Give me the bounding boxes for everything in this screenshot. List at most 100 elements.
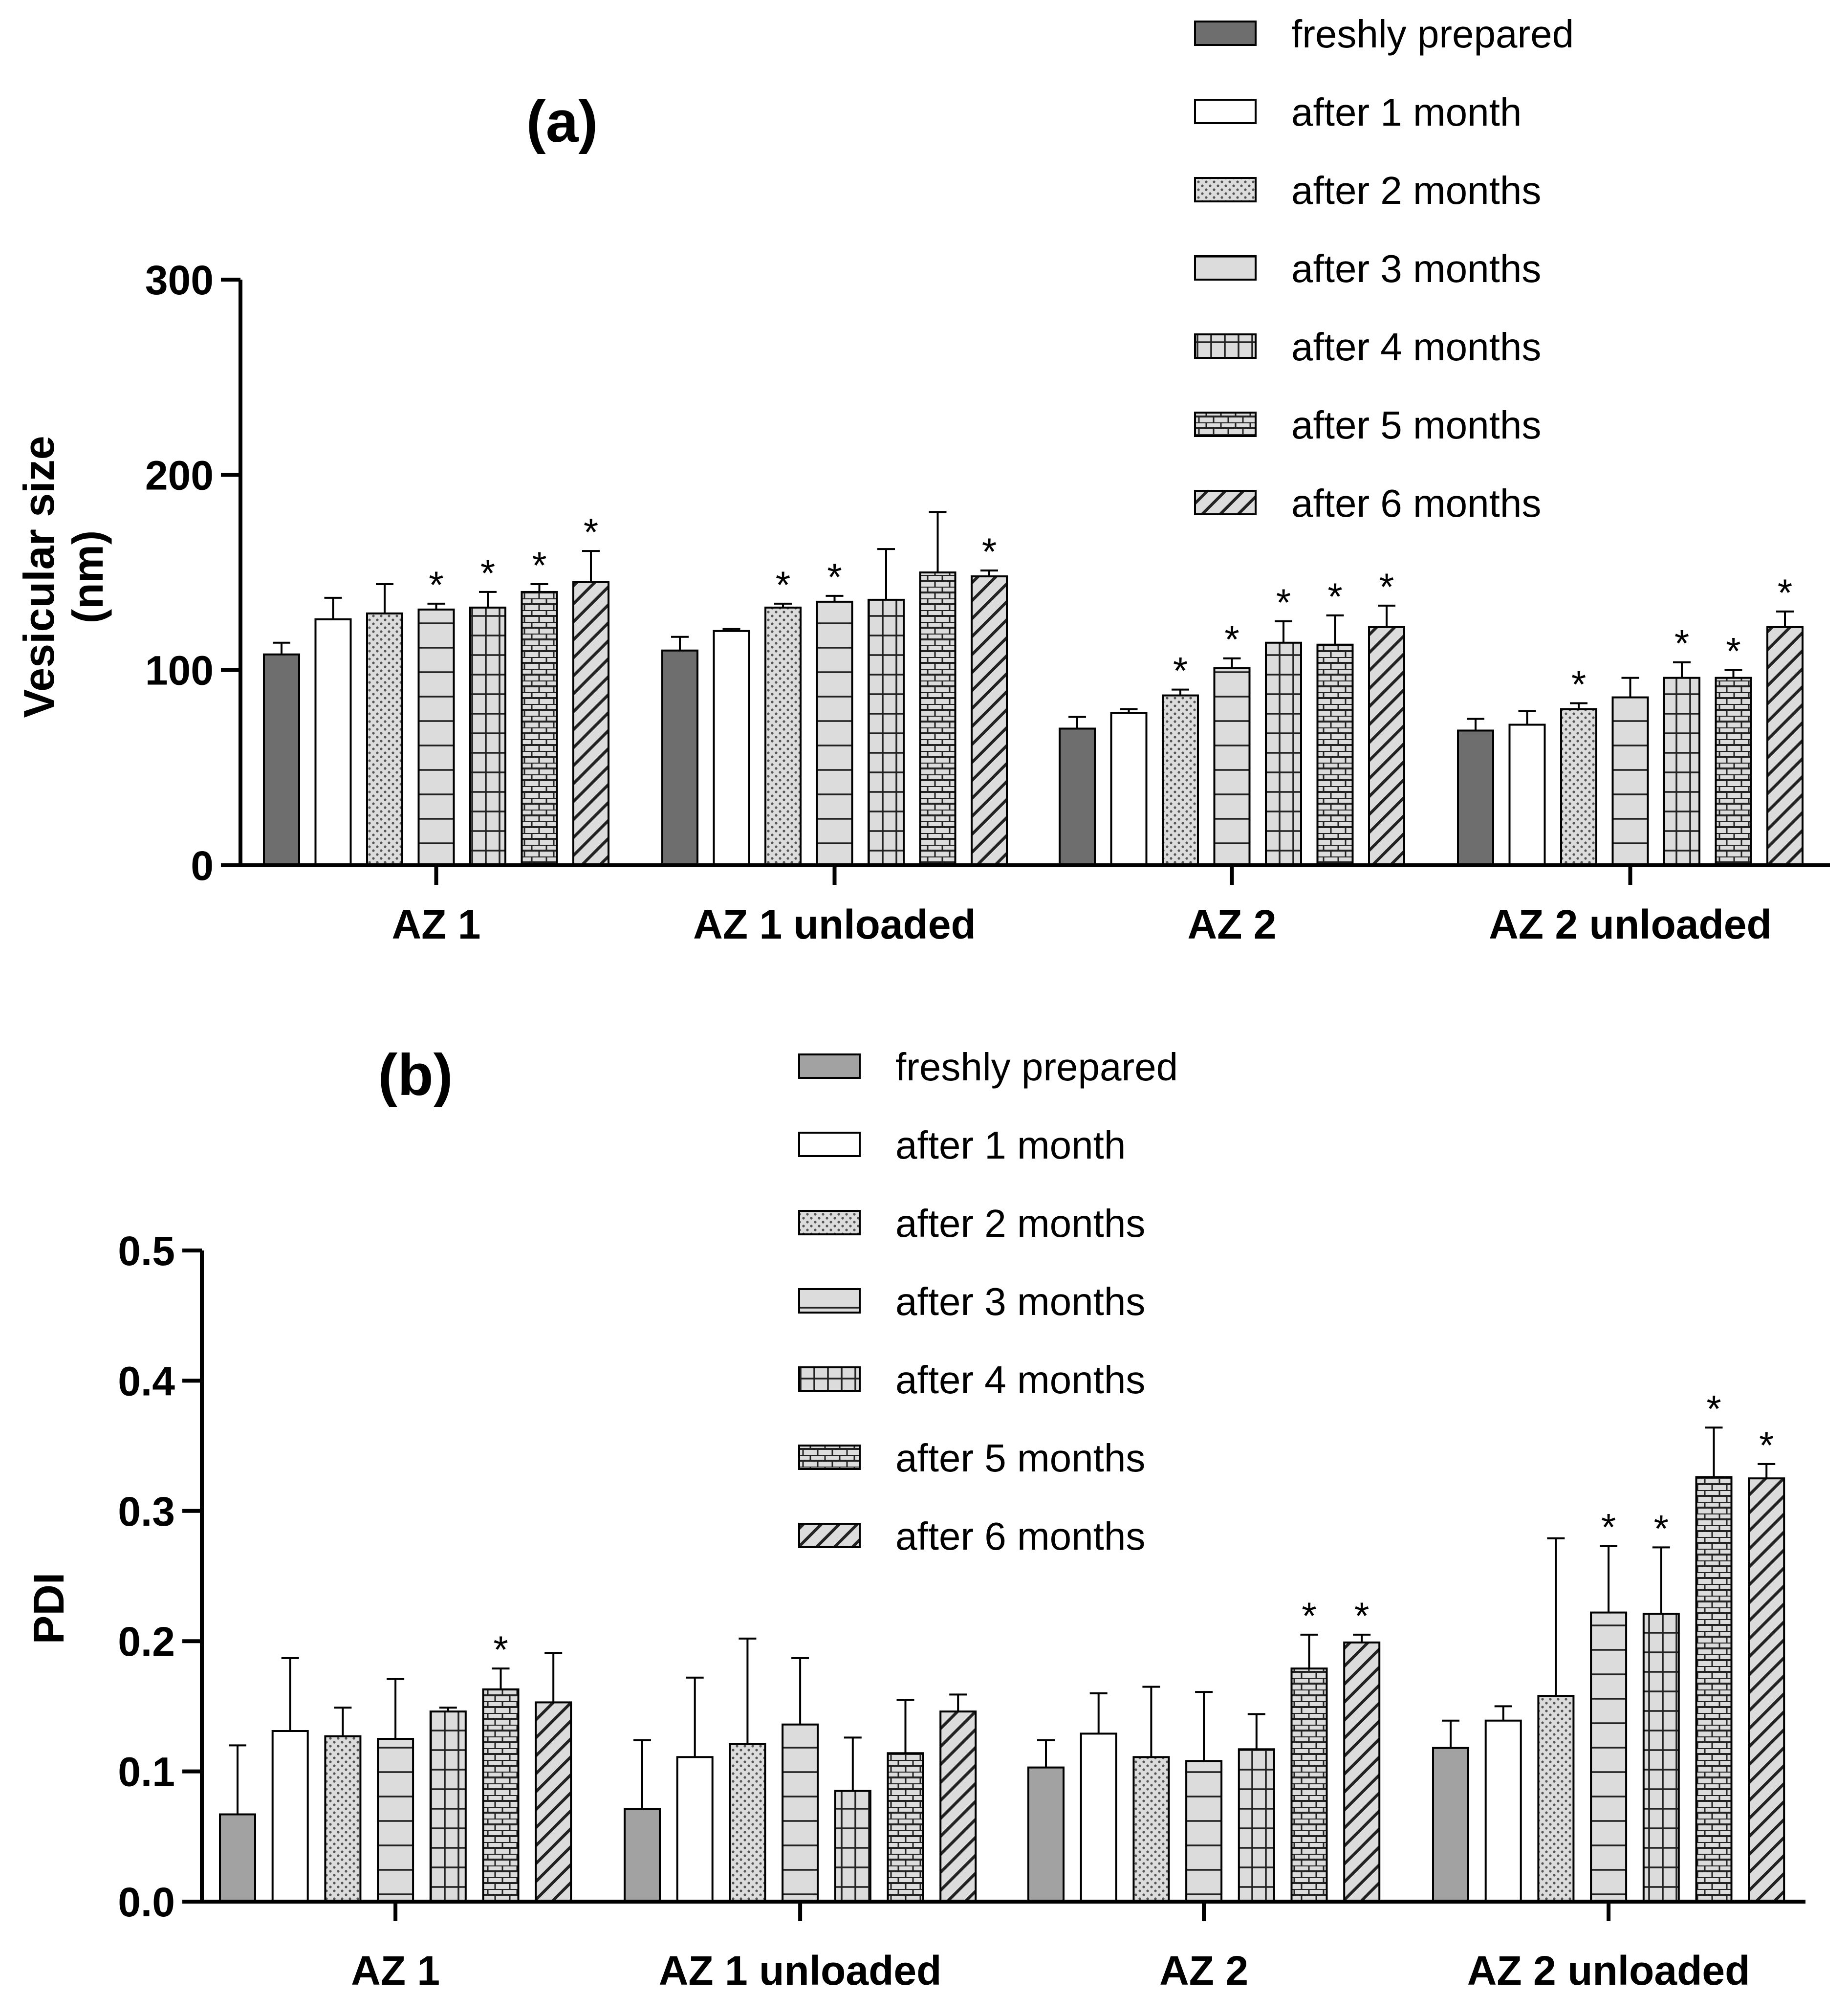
bar xyxy=(417,608,455,866)
bar xyxy=(535,1701,572,1903)
significance-marker: * xyxy=(1302,1594,1316,1637)
legend-label: after 2 months xyxy=(895,1202,1145,1245)
significance-marker: * xyxy=(1327,575,1342,618)
bar xyxy=(1642,1613,1680,1903)
y-tick-label: 200 xyxy=(145,452,214,498)
legend-label: after 4 months xyxy=(895,1358,1145,1402)
legend-swatch xyxy=(798,1210,861,1235)
bar xyxy=(834,1790,871,1903)
bar xyxy=(816,600,853,866)
bar xyxy=(1162,694,1199,866)
significance-marker: * xyxy=(532,544,546,587)
bar xyxy=(1432,1747,1469,1903)
panel-b-label: (b) xyxy=(378,1042,453,1108)
bar xyxy=(1238,1748,1275,1903)
bar xyxy=(661,649,698,866)
bar xyxy=(377,1738,414,1903)
bar xyxy=(572,581,609,866)
bar xyxy=(971,575,1008,866)
bar xyxy=(1560,708,1597,866)
bar xyxy=(1290,1667,1328,1903)
bar xyxy=(1316,643,1354,866)
legend-label: after 1 month xyxy=(895,1123,1126,1167)
bar xyxy=(271,1730,309,1903)
panel-b-ylabel: PDI xyxy=(24,1573,73,1644)
legend-label: after 1 month xyxy=(1291,90,1522,134)
significance-marker: * xyxy=(1674,622,1689,665)
legend-swatch xyxy=(1194,21,1257,46)
significance-marker: * xyxy=(1354,1594,1369,1637)
bar xyxy=(1059,727,1096,866)
legend-swatch xyxy=(798,1366,861,1392)
y-tick-label: 0.3 xyxy=(118,1489,175,1535)
legend-swatch xyxy=(1194,99,1257,124)
bar xyxy=(729,1743,766,1903)
legend-swatch xyxy=(798,1132,861,1157)
significance-marker: * xyxy=(776,563,790,606)
legend-label: after 5 months xyxy=(1291,403,1541,447)
legend-a: freshly prepared after 1 month after 2 mon… xyxy=(1194,12,1574,525)
bar xyxy=(469,606,506,866)
x-category-label: AZ 1 unloaded xyxy=(659,1948,942,1994)
bar xyxy=(1027,1766,1065,1903)
bar xyxy=(1611,696,1649,867)
x-category-label: AZ 2 unloaded xyxy=(1489,901,1772,947)
legend-label: freshly prepared xyxy=(895,1045,1178,1089)
bar xyxy=(1663,677,1700,866)
bar xyxy=(887,1752,924,1903)
legend-label: after 5 months xyxy=(895,1436,1145,1480)
significance-marker: * xyxy=(982,530,997,573)
significance-marker: * xyxy=(1778,571,1792,614)
legend-swatch xyxy=(798,1288,861,1314)
bar xyxy=(1748,1477,1785,1903)
bar xyxy=(1590,1611,1628,1903)
y-tick-label: 0.0 xyxy=(118,1879,175,1925)
bar xyxy=(1766,626,1804,867)
bar xyxy=(782,1723,819,1903)
y-tick-label: 100 xyxy=(145,648,214,694)
bar xyxy=(1508,723,1546,866)
significance-marker: * xyxy=(493,1628,508,1671)
bar xyxy=(1265,641,1302,866)
panel-a-ylabel-line2: (nm) xyxy=(64,530,112,624)
legend-b: freshly prepared after 1 month after 2 mon… xyxy=(798,1045,1178,1558)
bar xyxy=(1343,1641,1381,1903)
legend-label: after 3 months xyxy=(895,1280,1145,1323)
bar xyxy=(324,1735,362,1903)
bar xyxy=(676,1756,714,1903)
x-category-label: AZ 1 xyxy=(391,901,480,947)
panel-a-label: (a) xyxy=(526,89,598,154)
significance-marker: * xyxy=(584,510,598,553)
bar xyxy=(1484,1719,1522,1903)
significance-marker: * xyxy=(827,555,842,598)
legend-swatch xyxy=(1194,333,1257,359)
legend-swatch xyxy=(798,1053,861,1079)
bar xyxy=(713,630,750,867)
legend-label: after 6 months xyxy=(895,1514,1145,1558)
legend-swatch xyxy=(1194,412,1257,437)
bar xyxy=(919,571,957,866)
bar xyxy=(1132,1756,1170,1903)
significance-marker: * xyxy=(1654,1507,1669,1550)
y-tick-label: 0.4 xyxy=(118,1358,175,1404)
bar xyxy=(521,591,558,866)
significance-marker: * xyxy=(480,551,495,594)
bar xyxy=(1185,1760,1223,1903)
bar xyxy=(366,612,403,866)
legend-swatch xyxy=(798,1523,861,1548)
panel-a-ylabel: Vesicular size (nm) xyxy=(15,436,112,718)
legend-swatch xyxy=(1194,177,1257,202)
bar xyxy=(1368,626,1405,867)
bar xyxy=(314,618,352,866)
panel-a-ylabel-line1: Vesicular size xyxy=(15,436,63,718)
bar xyxy=(1080,1732,1117,1903)
significance-marker: * xyxy=(429,563,443,606)
bar xyxy=(1457,729,1494,866)
significance-marker: * xyxy=(1726,630,1740,673)
legend-label: freshly prepared xyxy=(1291,12,1574,56)
y-tick-label: 0 xyxy=(191,843,214,889)
x-category-label: AZ 1 unloaded xyxy=(693,901,976,947)
significance-marker: * xyxy=(1276,581,1291,624)
bar xyxy=(1695,1476,1733,1903)
significance-marker: * xyxy=(1173,649,1188,692)
